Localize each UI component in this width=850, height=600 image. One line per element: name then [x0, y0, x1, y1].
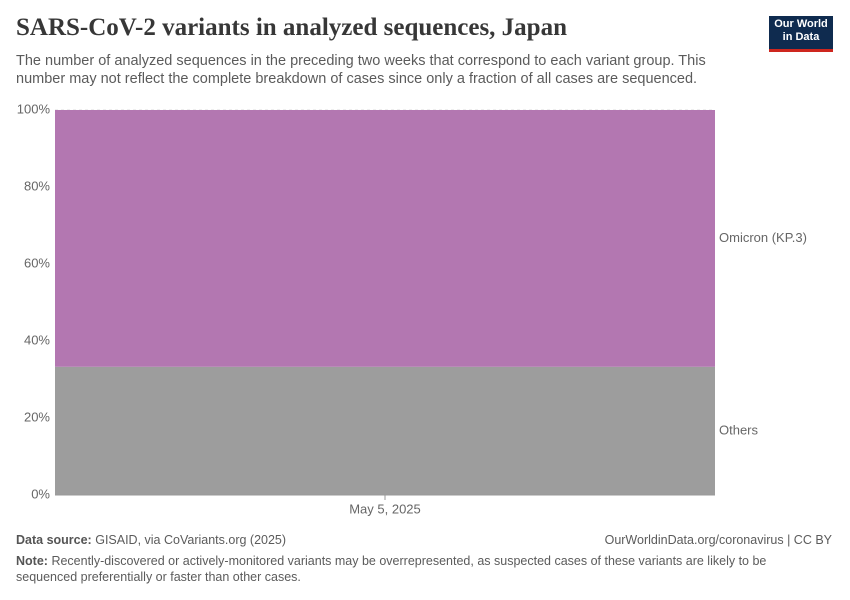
y-tick-label: 0% — [31, 486, 50, 501]
source: Data source: GISAID, via CoVariants.org … — [16, 532, 286, 548]
y-tick-label: 80% — [24, 178, 50, 193]
y-tick-label: 40% — [24, 332, 50, 347]
y-tick-label: 20% — [24, 409, 50, 424]
area-segment — [55, 110, 715, 367]
source-text: GISAID, via CoVariants.org (2025) — [95, 533, 287, 547]
series-label: Others — [719, 422, 759, 437]
y-tick-label: 100% — [17, 101, 51, 116]
series-label: Omicron (KP.3) — [719, 230, 807, 245]
url[interactable]: OurWorldinData.org/coronavirus | CC BY — [604, 533, 832, 547]
y-tick-label: 60% — [24, 255, 50, 270]
logo[interactable]: Our World in Data — [769, 16, 833, 52]
chart-title: SARS-CoV-2 variants in analyzed sequence… — [16, 14, 567, 41]
logo-text: Our World — [774, 18, 828, 30]
x-tick-label: May 5, 2025 — [349, 501, 421, 516]
note-label: Note: — [16, 554, 48, 568]
source-label: Data source: — [16, 533, 92, 547]
chart-subtitle: The number of analyzed sequences in the … — [16, 53, 706, 87]
chart: 0% 20% 40% 60% 80% 100% Others Omicron (KP.3) Ma… — [17, 101, 807, 516]
area-segment — [55, 366, 715, 495]
note: Note: Recently-discovered or actively-mo… — [16, 553, 816, 585]
logo-text: in Data — [782, 31, 820, 43]
note-text: Recently-discovered or actively-monitore… — [16, 554, 767, 584]
